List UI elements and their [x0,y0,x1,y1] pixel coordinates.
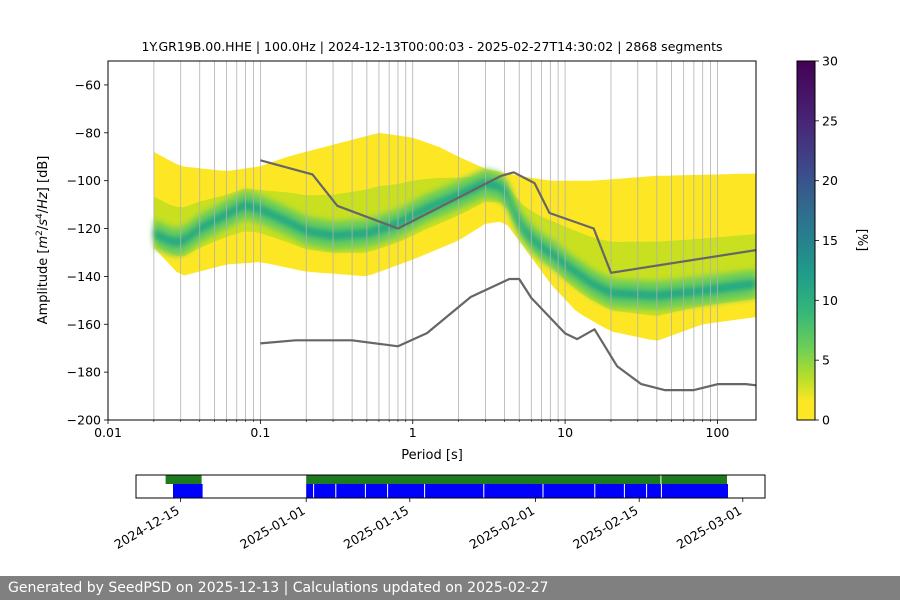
colorbar-tick-label: 5 [822,353,830,368]
y-axis-label-part: Hz [36,191,51,209]
colorbar-tick-label: 20 [822,173,838,188]
colorbar-tick-label: 25 [822,113,838,128]
plot-frame [107,60,757,421]
density-band-peak [153,178,756,301]
y-axis-label-part: s [36,219,51,226]
x-axis-label: Period [s] [401,448,463,463]
ppsd-plot: 0.01 0.1 1 10 100 −60 −80 −100 −120 −140 −160 −180… [35,60,757,463]
timeline-tick-label: 2025-01-15 [341,503,411,552]
x-tick-label: 0.1 [250,425,270,440]
colorbar: 0 5 10 15 20 25 30 [%] [796,54,869,428]
y-axis-label-part: Amplitude [ [36,249,51,325]
y-tick-label: −200 [67,413,101,428]
y-axis-label-part: / [36,208,51,213]
x-tick-label: 0.01 [94,425,122,440]
y-axis-label-part: 2 [35,230,45,236]
x-tick-label: 1 [409,425,417,440]
colorbar-tick-label: 10 [822,293,838,308]
x-tick-label: 100 [706,425,730,440]
figure: 1Y.GR19B.00.HHE | 100.0Hz | 2024-12-13T0… [35,39,869,552]
coverage-timeline: 2024-12-15 2025-01-01 2025-01-15 2025-02-01… [111,474,766,552]
timeline-tick-label: 2025-02-01 [467,503,537,552]
series-line-nhnm [260,159,756,274]
series-line-nlnm [260,277,756,392]
y-tick-label: −140 [67,269,101,284]
x-tick-label: 10 [557,425,573,440]
y-tick-label: −80 [75,125,101,140]
colorbar-tick-label: 30 [822,54,838,69]
colorbar-tick-label: 0 [822,413,830,428]
y-axis-ticks: −60 −80 −100 −120 −140 −160 −180 −200 [67,77,108,428]
timeline-tick-label: 2025-02-15 [570,503,640,552]
psd-segment [173,484,203,498]
timeline-ticks: 2024-12-15 2025-01-01 2025-01-15 2025-02-01… [111,498,744,552]
y-axis-label-part: ] [dB] [36,156,51,193]
y-axis-label-part: / [36,225,51,230]
y-axis-label: Amplitude [m2/s4/Hz] [dB] [35,156,51,325]
timeline-tick-label: 2025-01-01 [237,503,307,552]
data-segment [165,475,202,484]
footer: Generated by SeedPSD on 2025-12-13 | Cal… [0,576,900,600]
data-segment [661,475,727,484]
chart-title: 1Y.GR19B.00.HHE | 100.0Hz | 2024-12-13T0… [141,39,722,54]
y-axis-label-part: 4 [35,213,45,219]
y-tick-label: −100 [67,173,101,188]
x-gridlines [108,61,718,420]
y-tick-label: −120 [67,221,101,236]
colorbar-gradient [796,60,816,421]
y-tick-label: −160 [67,317,101,332]
colorbar-tick-label: 15 [822,233,838,248]
timeline-tick-label: 2025-03-01 [674,503,744,552]
colorbar-label: [%] [854,229,869,252]
ppsd-heatmap [153,132,756,341]
data-segment [306,475,661,484]
footer-text: Generated by SeedPSD on 2025-12-13 | Cal… [8,580,549,596]
y-tick-label: −180 [67,365,101,380]
timeline-tick-label: 2024-12-15 [111,503,181,552]
timeline-frame [135,474,766,499]
colorbar-ticks: 0 5 10 15 20 25 30 [815,54,838,428]
noise-models [260,159,756,392]
y-tick-label: −60 [75,77,101,92]
x-axis-ticks: 0.01 0.1 1 10 100 [94,420,729,440]
y-axis-label-part: m [36,236,51,249]
timeline-bars [165,475,728,498]
psd-segment [306,484,728,498]
